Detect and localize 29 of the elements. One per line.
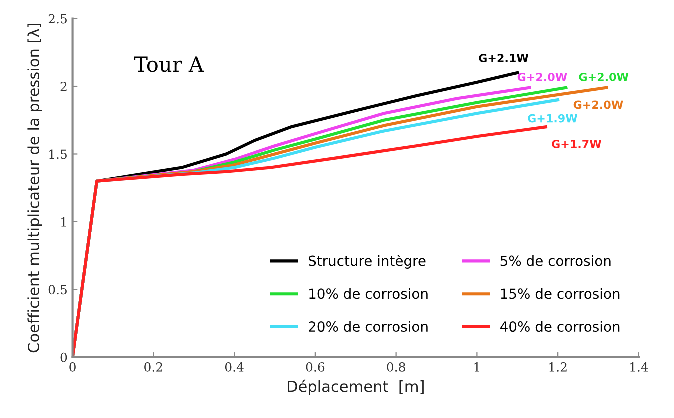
x-tick-label: 1.4 (630, 362, 648, 372)
annotation: G+2.0W (574, 100, 624, 110)
y-tick-label: 2.5 (48, 14, 67, 24)
x-tick-label: 0 (70, 362, 76, 372)
legend-label: 20% de corrosion (309, 321, 428, 332)
annotation: G+2.1W (479, 54, 529, 62)
x-tick-label: 0.8 (387, 362, 406, 372)
annotation: G+1.9W (528, 114, 578, 123)
legend-label: Structure intègre (308, 254, 426, 269)
y-tick-label: 0 (60, 352, 68, 362)
legend-label: 40% de corrosion (500, 321, 620, 332)
y-tick-label: 2 (60, 82, 67, 92)
legend-label: 10% de corrosion (310, 288, 428, 300)
x-tick-label: 1 (474, 362, 480, 372)
x-tick-label: 0.6 (306, 362, 325, 372)
x-tick-label: 0.4 (225, 362, 244, 372)
annotation: G+2.0W (518, 72, 568, 82)
annotation: G+2.0W (579, 72, 629, 82)
legend-label: 15% de corrosion (501, 288, 620, 300)
y-axis-title: Coefficient multiplicateur de la pression [λ] (28, 24, 42, 353)
y-tick-label: 0.5 (48, 285, 67, 295)
annotation: Tour A (134, 56, 204, 72)
y-tick-label: 1 (62, 217, 66, 227)
y-tick-label: 1.5 (50, 150, 67, 160)
legend-label: 5% de corrosion (500, 256, 611, 266)
x-tick-label: 1.2 (550, 362, 567, 372)
x-axis-title: Déplacement [m] (288, 380, 424, 396)
x-tick-label: 0.2 (144, 362, 162, 372)
annotation: G+1.7W (552, 140, 602, 148)
